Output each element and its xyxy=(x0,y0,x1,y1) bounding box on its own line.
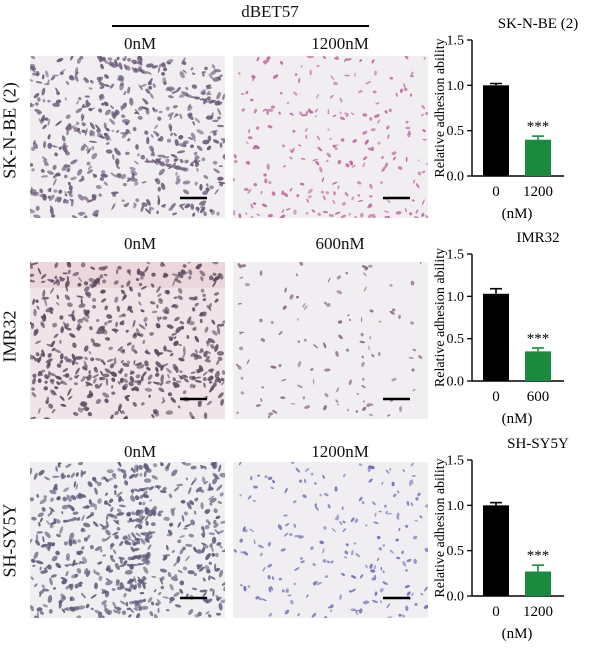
cell-dots xyxy=(235,262,423,419)
cell-dots xyxy=(233,56,428,218)
micrograph-background xyxy=(30,56,225,218)
chart-title: SH-SY5Y xyxy=(507,436,569,452)
micrograph-row2-control xyxy=(30,262,225,419)
bar-chart-imr32: IMR32 Relative adhesion ability 0.0 0.5 1.0 1… xyxy=(430,226,600,431)
x-axis-label: (nM) xyxy=(502,411,533,427)
bar-chart-shsy5y: SH-SY5Y Relative adhesion ability 0.0 0.5 1.… xyxy=(430,432,600,646)
bar-1200 xyxy=(525,571,551,596)
row1-treat-label: 1200nM xyxy=(311,34,369,53)
row2-ctrl-label: 0nM xyxy=(123,234,157,253)
y-tick-label: 0.5 xyxy=(447,332,465,347)
y-tick-label: 0.5 xyxy=(447,124,465,139)
x-tick-label: 0 xyxy=(492,184,500,200)
y-axis-label: Relative adhesion ability xyxy=(433,248,448,387)
bar-0 xyxy=(483,85,509,176)
compound-label: dBET57 xyxy=(241,2,299,21)
micrograph-row2-treated xyxy=(233,262,428,419)
micrograph-background xyxy=(233,262,428,419)
significance-label: *** xyxy=(527,331,550,347)
significance-label: *** xyxy=(527,119,550,135)
y-tick-label: 1.0 xyxy=(447,290,465,305)
y-tick-label: 0.0 xyxy=(447,590,465,605)
x-axis-label: (nM) xyxy=(502,206,533,222)
micrograph-background xyxy=(30,262,225,419)
row1-cell-line-label: SK-N-BE (2) xyxy=(0,82,20,179)
bar-0 xyxy=(483,505,509,596)
y-tick-label: 0.0 xyxy=(447,170,465,185)
y-tick-label: 1.5 xyxy=(447,454,465,469)
x-tick-label: 0 xyxy=(492,604,500,620)
bar-1200 xyxy=(525,139,551,176)
y-tick-label: 1.5 xyxy=(447,248,465,263)
x-tick-label: 1200 xyxy=(523,604,553,620)
row3-cell-line-label: SH-SY5Y xyxy=(0,503,20,578)
micrograph-row3-control xyxy=(30,462,225,618)
y-tick-label: 1.0 xyxy=(447,79,465,94)
bar-chart-sknbe2: SK-N-BE (2) Relative adhesion ability 0.0 0… xyxy=(430,12,600,226)
x-axis-label: (nM) xyxy=(502,626,533,642)
x-tick-label: 1200 xyxy=(523,184,553,200)
y-tick-label: 0.5 xyxy=(447,544,465,559)
x-tick-label: 600 xyxy=(527,389,550,405)
cell-dots xyxy=(233,462,428,618)
y-tick-label: 1.5 xyxy=(447,34,465,49)
row3-ctrl-label: 0nM xyxy=(123,442,157,461)
cell-dots xyxy=(30,262,225,419)
micrograph-row1-treated xyxy=(233,56,428,218)
x-tick-label: 0 xyxy=(492,389,500,405)
row1-ctrl-label: 0nM xyxy=(123,34,157,53)
y-tick-label: 1.0 xyxy=(447,499,465,514)
bar-600 xyxy=(525,351,551,381)
micrograph-row3-treated xyxy=(233,462,428,618)
cell-dots xyxy=(30,462,225,618)
cell-dots xyxy=(30,56,225,218)
compound-bracket-line xyxy=(112,25,369,27)
chart-title: IMR32 xyxy=(516,230,559,246)
y-axis-label: Relative adhesion ability xyxy=(433,458,448,597)
y-tick-label: 0.0 xyxy=(447,375,465,390)
micrograph-row1-control xyxy=(30,56,225,218)
micrograph-background xyxy=(233,56,428,218)
row3-treat-label: 1200nM xyxy=(311,442,369,461)
chart-title: SK-N-BE (2) xyxy=(498,16,578,32)
micrograph-background xyxy=(30,462,225,618)
significance-label: *** xyxy=(527,548,550,564)
row2-cell-line-label: IMR32 xyxy=(0,310,20,363)
y-axis-label: Relative adhesion ability xyxy=(433,38,448,177)
bar-0 xyxy=(483,293,509,381)
row2-treat-label: 600nM xyxy=(315,234,365,253)
